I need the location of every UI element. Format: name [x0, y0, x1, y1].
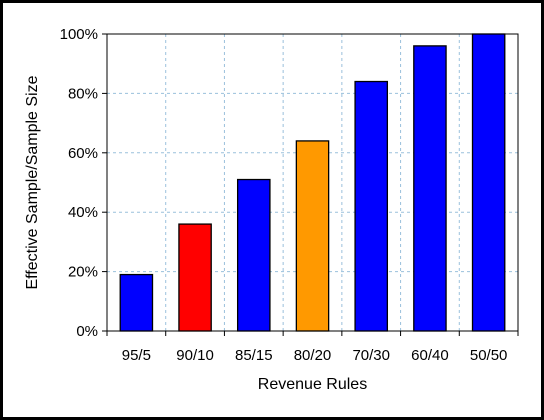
y-tick-label: 40% — [68, 204, 98, 221]
bar-95-5 — [119, 273, 154, 332]
x-axis-title: Revenue Rules — [258, 376, 367, 393]
label-layer: 0% 20% 40% 60% 80% 100% 95/5 90/10 85/15 80/20 70/… — [60, 26, 508, 364]
x-tick-label: 50/50 — [470, 347, 508, 364]
y-tick-label: 100% — [60, 26, 98, 43]
plot-area-border — [106, 33, 519, 332]
x-tick-label: 85/15 — [235, 347, 273, 364]
bar-50-50 — [471, 33, 506, 332]
bar-layer — [119, 33, 506, 332]
y-tick-label: 20% — [68, 264, 98, 281]
bar-85-15 — [236, 178, 271, 332]
x-tick-label: 95/5 — [122, 347, 151, 364]
y-axis-title: Effective Sample/Sample Size — [24, 75, 41, 289]
y-tick-label: 80% — [68, 85, 98, 102]
bar-80-20 — [295, 140, 330, 332]
bar-chart: 0% 20% 40% 60% 80% 100% 95/5 90/10 85/15 80/20 70/… — [24, 26, 519, 393]
x-tick-label: 60/40 — [411, 347, 449, 364]
x-tick-label: 70/30 — [352, 347, 390, 364]
bar-70-30 — [354, 80, 389, 332]
x-tick-label: 80/20 — [294, 347, 332, 364]
y-tick-label: 0% — [76, 323, 98, 340]
axis-layer — [102, 33, 519, 336]
x-tick-label: 90/10 — [176, 347, 214, 364]
y-tick-label: 60% — [68, 145, 98, 162]
bar-60-40 — [413, 45, 447, 332]
bar-90-10 — [178, 223, 212, 332]
chart-frame: 0% 20% 40% 60% 80% 100% 95/5 90/10 85/15 80/20 70/… — [3, 3, 541, 417]
